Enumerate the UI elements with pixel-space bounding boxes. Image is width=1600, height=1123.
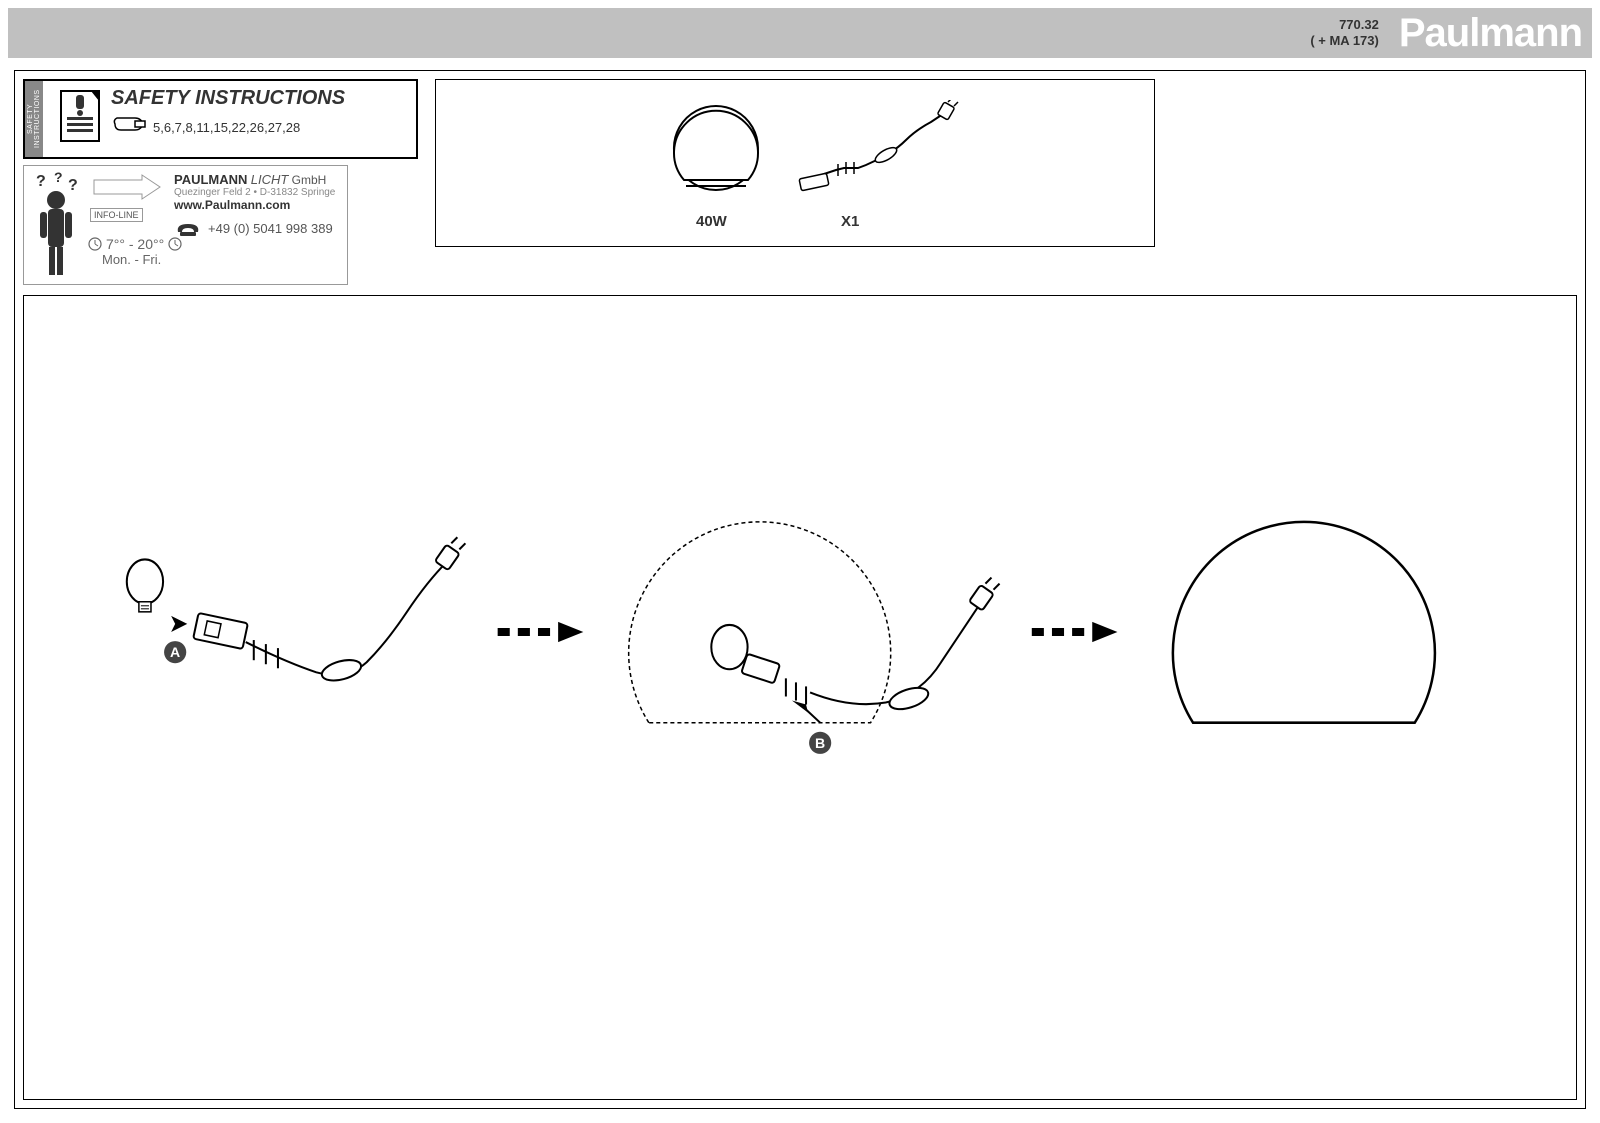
assembly-diagram-box: A <box>23 295 1577 1100</box>
product-code-block: 770.32 ( + MA 173) <box>1310 17 1379 48</box>
assembly-diagram: A <box>24 296 1576 1099</box>
service-hours: 7°° - 20°° <box>106 236 164 252</box>
company-suffix: GmbH <box>292 173 327 187</box>
safety-numbers: 5,6,7,8,11,15,22,26,27,28 <box>153 120 300 135</box>
step-a-label: A <box>170 644 180 660</box>
safety-tab-label: SAFETY INSTRUCTIONS <box>25 81 43 157</box>
company-address: Quezinger Feld 2 • D-31832 Springe <box>174 187 335 198</box>
cable-qty-label: X1 <box>841 213 859 230</box>
confused-person-icon: ? ? ? <box>30 172 86 280</box>
company-bold: PAULMANN <box>174 172 247 187</box>
svg-text:?: ? <box>36 173 46 190</box>
wattage-label: 40W <box>696 213 727 230</box>
safety-content: SAFETY INSTRUCTIONS 5,6,7,8,11,15,22,26,… <box>43 81 416 157</box>
company-name: PAULMANN LICHT GmbH <box>174 172 335 187</box>
safety-instructions-box: SAFETY INSTRUCTIONS SAFETY INSTRUCTIONS <box>23 79 418 159</box>
svg-text:?: ? <box>68 177 78 194</box>
product-code: 770.32 <box>1310 17 1379 33</box>
safety-title: SAFETY INSTRUCTIONS <box>111 87 406 110</box>
clock-icon <box>88 237 102 251</box>
product-ref: ( + MA 173) <box>1310 33 1379 49</box>
brand-logo: Paulmann <box>1399 11 1582 56</box>
company-website: www.Paulmann.com <box>174 198 335 212</box>
contact-box: ? ? ? INFO-LINE PAULMAN <box>23 165 348 285</box>
info-line-arrow-icon <box>92 172 162 202</box>
phone-icon <box>174 218 202 238</box>
company-italic: LICHT <box>251 172 289 187</box>
svg-text:?: ? <box>54 172 63 185</box>
clock-icon <box>168 237 182 251</box>
pointing-hand-icon <box>111 110 149 138</box>
power-cable-icon <box>796 100 966 210</box>
parts-box: 40W X1 <box>435 79 1155 247</box>
info-line-label: INFO-LINE <box>90 208 143 222</box>
service-days: Mon. - Fri. <box>102 252 182 267</box>
step-b-label: B <box>815 735 825 751</box>
globe-lamp-icon <box>666 98 766 198</box>
phone-number: +49 (0) 5041 998 389 <box>208 221 333 236</box>
header-bar: 770.32 ( + MA 173) Paulmann <box>8 8 1592 58</box>
main-frame: SAFETY INSTRUCTIONS SAFETY INSTRUCTIONS <box>14 70 1586 1109</box>
document-warning-icon <box>53 87 111 149</box>
